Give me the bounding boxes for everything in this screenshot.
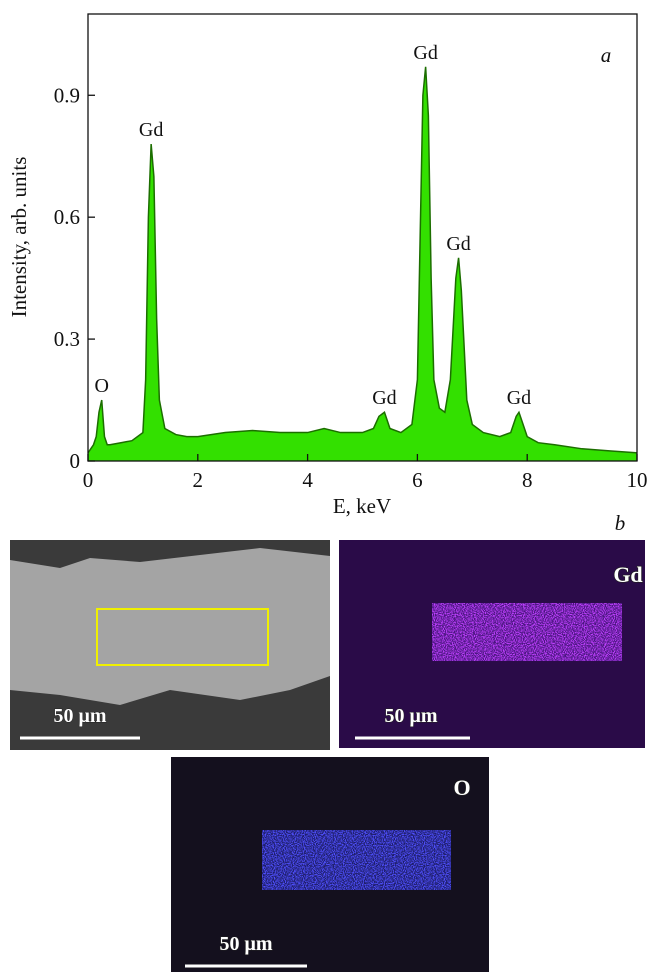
x-tick-label: 10 bbox=[627, 468, 648, 492]
y-tick-label: 0 bbox=[70, 449, 81, 473]
peak-label: Gd bbox=[139, 119, 163, 141]
y-tick-label: 0.6 bbox=[54, 205, 80, 229]
peak-label: Gd bbox=[446, 233, 470, 255]
panel-label: a bbox=[601, 43, 612, 67]
plot-frame bbox=[88, 14, 637, 461]
peak-label: Gd bbox=[507, 387, 531, 409]
sem-image: 50 μm bbox=[10, 540, 330, 750]
y-tick-label: 0.3 bbox=[54, 327, 80, 351]
element-label: Gd bbox=[613, 562, 642, 587]
specimen bbox=[10, 548, 330, 705]
map-signal bbox=[262, 830, 451, 890]
x-tick-label: 6 bbox=[412, 468, 423, 492]
panel-label: b bbox=[615, 511, 626, 535]
x-axis-label: E, keV bbox=[333, 494, 391, 518]
peak-label: Gd bbox=[372, 387, 396, 409]
scale-label: 50 μm bbox=[385, 705, 438, 727]
peak-label: O bbox=[94, 375, 108, 397]
scale-label: 50 μm bbox=[220, 933, 273, 955]
x-tick-label: 8 bbox=[522, 468, 533, 492]
figure: Intensity, arb. units E, keV a 0 0.3 0.6 0.… bbox=[0, 0, 656, 972]
y-tick-label: 0.9 bbox=[54, 83, 80, 107]
x-tick-label: 0 bbox=[83, 468, 94, 492]
spectrum-line bbox=[88, 67, 637, 453]
y-axis-label: Intensity, arb. units bbox=[7, 157, 31, 318]
spectrum-chart: Intensity, arb. units E, keV a 0 0.3 0.6 0.… bbox=[7, 14, 648, 518]
peak-label: Gd bbox=[413, 42, 437, 64]
gd-map: Gd 50 μm bbox=[339, 540, 645, 748]
x-tick-label: 2 bbox=[193, 468, 204, 492]
area-fill bbox=[88, 67, 637, 461]
x-tick-label: 4 bbox=[302, 468, 313, 492]
scale-label: 50 μm bbox=[54, 705, 107, 727]
o-map: O 50 μm bbox=[171, 757, 489, 972]
map-signal bbox=[432, 603, 622, 661]
element-label: O bbox=[453, 775, 470, 800]
